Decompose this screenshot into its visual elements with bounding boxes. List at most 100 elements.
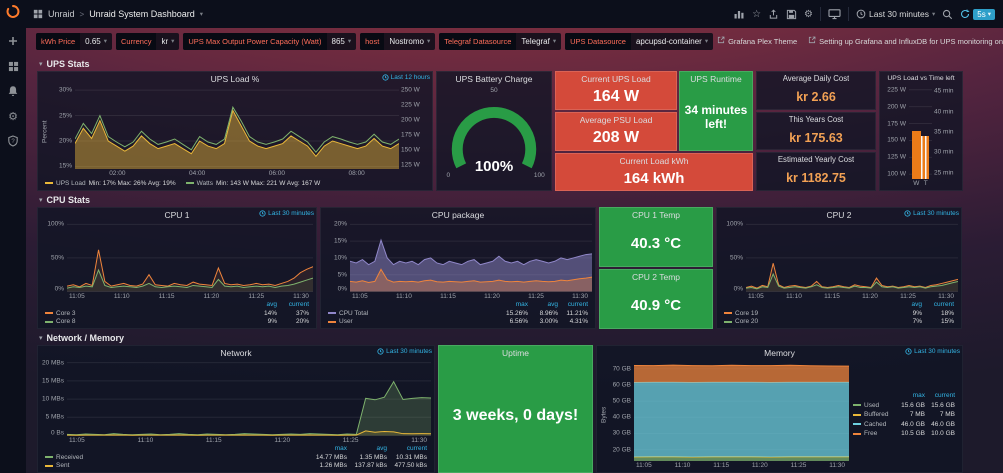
- legend-series[interactable]: Core 3: [45, 310, 245, 317]
- variable-label: kWh Price: [36, 32, 81, 50]
- plot-area[interactable]: [350, 221, 592, 292]
- legend-column-header[interactable]: current: [933, 301, 954, 309]
- variable-value-dropdown[interactable]: apcupsd-container ▾: [631, 37, 713, 46]
- legend-item[interactable]: Watts Min: 143 W Max: 221 W Avg: 167 W: [185, 180, 320, 187]
- x-tick-label: 11:10: [396, 292, 412, 300]
- add-panel-icon[interactable]: [733, 8, 745, 20]
- panel-title[interactable]: CPU 2 Temp: [631, 271, 681, 282]
- legend-item: Core 20 7% 15%: [724, 318, 954, 327]
- legend-column-header[interactable]: avg: [547, 301, 558, 309]
- legend-series[interactable]: CPU Total: [328, 310, 498, 317]
- x-tick-label: 11:20: [484, 292, 500, 300]
- panel-title[interactable]: UPS Runtime: [690, 73, 742, 84]
- page-title[interactable]: Unraid System Dashboard: [89, 9, 195, 19]
- alerting-bell-icon[interactable]: [6, 84, 20, 98]
- panel-title[interactable]: CPU 1 Temp: [631, 209, 681, 220]
- x-tick-label: 11:10: [786, 292, 802, 300]
- panel-ups-battery-charge: UPS Battery Charge 0 50 100 100%: [436, 71, 552, 191]
- dashboard-grid-icon[interactable]: [33, 9, 43, 19]
- variable-value-dropdown[interactable]: Telegraf ▾: [516, 37, 561, 46]
- help-shield-icon[interactable]: ?: [6, 134, 20, 148]
- legend-series[interactable]: Core 20: [724, 318, 890, 325]
- panel-title[interactable]: UPS Battery Charge: [455, 73, 533, 84]
- legend-column-header[interactable]: current: [406, 445, 427, 453]
- title-caret-icon[interactable]: ▾: [199, 11, 204, 18]
- legend-value: 7 MB: [909, 411, 925, 418]
- legend-column-header[interactable]: current: [288, 301, 309, 309]
- panel-title[interactable]: Current Load kWh: [619, 155, 689, 166]
- plot-area[interactable]: [67, 221, 313, 292]
- legend-series[interactable]: Sent: [45, 462, 307, 469]
- time-picker[interactable]: Last 30 minutes ▾: [856, 9, 935, 19]
- refresh-button[interactable]: 5s ▾: [960, 8, 995, 20]
- legend-column-header[interactable]: avg: [266, 301, 277, 309]
- legend-series[interactable]: User: [328, 318, 498, 325]
- legend-series[interactable]: Cached: [853, 421, 895, 428]
- row-header-cpu-stats[interactable]: ▾ CPU Stats: [37, 192, 965, 207]
- save-icon[interactable]: [786, 9, 797, 20]
- share-icon[interactable]: [768, 8, 779, 20]
- panel-title[interactable]: CPU 2: [826, 209, 852, 220]
- legend-column-header[interactable]: avg: [376, 445, 387, 453]
- panel-title[interactable]: Memory: [764, 347, 795, 358]
- legend-series[interactable]: Used: [853, 402, 895, 409]
- plot-area[interactable]: [634, 359, 849, 461]
- legend-series[interactable]: Core 8: [45, 318, 245, 325]
- refresh-interval-dropdown[interactable]: 5s ▾: [973, 8, 995, 20]
- x-tick-label: 11:15: [713, 462, 730, 469]
- legend-series[interactable]: Received: [45, 454, 307, 461]
- panel-time-range[interactable]: Last 30 minutes: [377, 348, 432, 355]
- legend-column-header[interactable]: current: [567, 301, 588, 309]
- panel-time-range[interactable]: Last 30 minutes: [905, 348, 960, 355]
- legend-color-dash: [45, 464, 53, 467]
- panel-time-range[interactable]: Last 30 minutes: [259, 210, 314, 217]
- legend-column-header[interactable]: max: [912, 392, 925, 399]
- legend-series[interactable]: Buffered: [853, 411, 895, 418]
- dashboard-link[interactable]: Setting up Grafana and InfluxDB for UPS …: [808, 36, 1003, 46]
- legend-column-header[interactable]: max: [515, 301, 528, 309]
- panel-title[interactable]: Average PSU Load: [579, 114, 653, 125]
- plot-area[interactable]: [746, 221, 958, 292]
- legend-column-header[interactable]: max: [334, 445, 347, 453]
- plot-area[interactable]: [909, 85, 932, 179]
- panel-title[interactable]: CPU package: [431, 209, 485, 220]
- panel-time-range[interactable]: Last 30 minutes: [904, 210, 959, 217]
- dashboard-link[interactable]: Grafana Plex Theme: [717, 36, 797, 46]
- panel-title[interactable]: This Years Cost: [788, 114, 844, 124]
- panel-title[interactable]: UPS Load %: [210, 73, 260, 84]
- zoom-out-search-icon[interactable]: [942, 9, 953, 20]
- panel-title[interactable]: Uptime: [502, 347, 529, 358]
- panel-title[interactable]: Current UPS Load: [581, 73, 651, 84]
- row-header-network-memory[interactable]: ▾ Network / Memory: [37, 330, 965, 345]
- legend-column-header[interactable]: current: [934, 392, 955, 399]
- row-header-ups-stats[interactable]: ▾ UPS Stats: [37, 56, 965, 71]
- legend-item[interactable]: UPS Load Min: 17% Max: 26% Avg: 19%: [45, 180, 176, 187]
- panel-title[interactable]: Average Daily Cost: [782, 74, 850, 83]
- legend-series[interactable]: Free: [853, 430, 895, 437]
- settings-gear-icon[interactable]: ⚙: [804, 8, 813, 20]
- plot-area[interactable]: [67, 359, 431, 436]
- variable-value-dropdown[interactable]: Nostromo ▾: [384, 37, 435, 46]
- grafana-logo[interactable]: [6, 4, 20, 18]
- dashboards-icon[interactable]: [6, 59, 20, 73]
- panel-time-range[interactable]: Last 12 hours: [382, 74, 430, 81]
- panel-title[interactable]: Network: [220, 347, 252, 358]
- legend-color-dash: [185, 182, 194, 184]
- panel-title[interactable]: CPU 1: [164, 209, 190, 220]
- variable-value-dropdown[interactable]: 865 ▾: [327, 37, 357, 46]
- legend-column-header[interactable]: avg: [911, 301, 922, 309]
- y-tick-label: 175 W: [887, 120, 906, 128]
- create-plus-icon[interactable]: [6, 34, 20, 48]
- panel-title[interactable]: UPS Load vs Time left: [887, 75, 955, 82]
- legend-series[interactable]: Core 19: [724, 310, 890, 317]
- variable-value-dropdown[interactable]: kr ▾: [156, 37, 179, 46]
- configuration-gear-icon[interactable]: ⚙: [8, 110, 18, 123]
- plot-area[interactable]: [75, 85, 399, 169]
- variable-value-dropdown[interactable]: 0.65 ▾: [80, 37, 112, 46]
- panel-title[interactable]: Estimated Yearly Cost: [777, 155, 855, 165]
- breadcrumb-folder[interactable]: Unraid: [48, 9, 75, 19]
- x-tick-label: 11:25: [528, 292, 544, 300]
- cycle-view-monitor-icon[interactable]: [828, 8, 841, 20]
- star-icon[interactable]: ☆: [752, 8, 762, 20]
- x-tick-label: 11:20: [203, 292, 220, 300]
